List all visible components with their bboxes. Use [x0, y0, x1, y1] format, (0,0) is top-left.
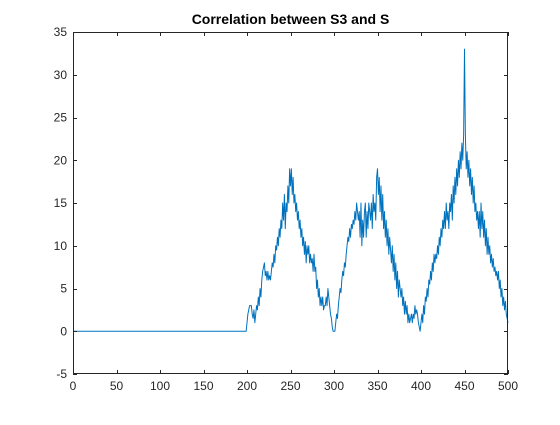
x-tick-label: 250: [280, 379, 300, 393]
x-tick-label: 450: [454, 379, 474, 393]
x-tick-label: 350: [367, 379, 387, 393]
x-tick-label: 100: [150, 379, 170, 393]
axes-layer: 0 50 100 150 200 250 300 350 400 450 500-505101520…: [54, 25, 519, 393]
y-tick-label: 10: [54, 239, 68, 253]
y-tick-label: 35: [54, 25, 68, 39]
y-tick-label: -5: [56, 367, 67, 381]
plot-area-background: [73, 32, 508, 374]
x-tick-label: 200: [237, 379, 257, 393]
y-tick-label: 20: [54, 153, 68, 167]
x-tick-label: 400: [411, 379, 431, 393]
x-tick-label: 0: [70, 379, 77, 393]
chart-title: Correlation between S3 and S: [192, 11, 390, 27]
y-tick-label: 25: [54, 111, 68, 125]
y-tick-label: 15: [54, 196, 68, 210]
x-tick-label: 500: [498, 379, 518, 393]
x-tick-label: 300: [324, 379, 344, 393]
x-tick-label: 50: [110, 379, 124, 393]
y-tick-label: 30: [54, 68, 68, 82]
x-tick-label: 150: [193, 379, 213, 393]
series-line-1: [73, 48, 509, 332]
y-tick-label: 5: [60, 282, 67, 296]
series-layer: [73, 48, 509, 332]
y-tick-label: 0: [60, 324, 67, 338]
